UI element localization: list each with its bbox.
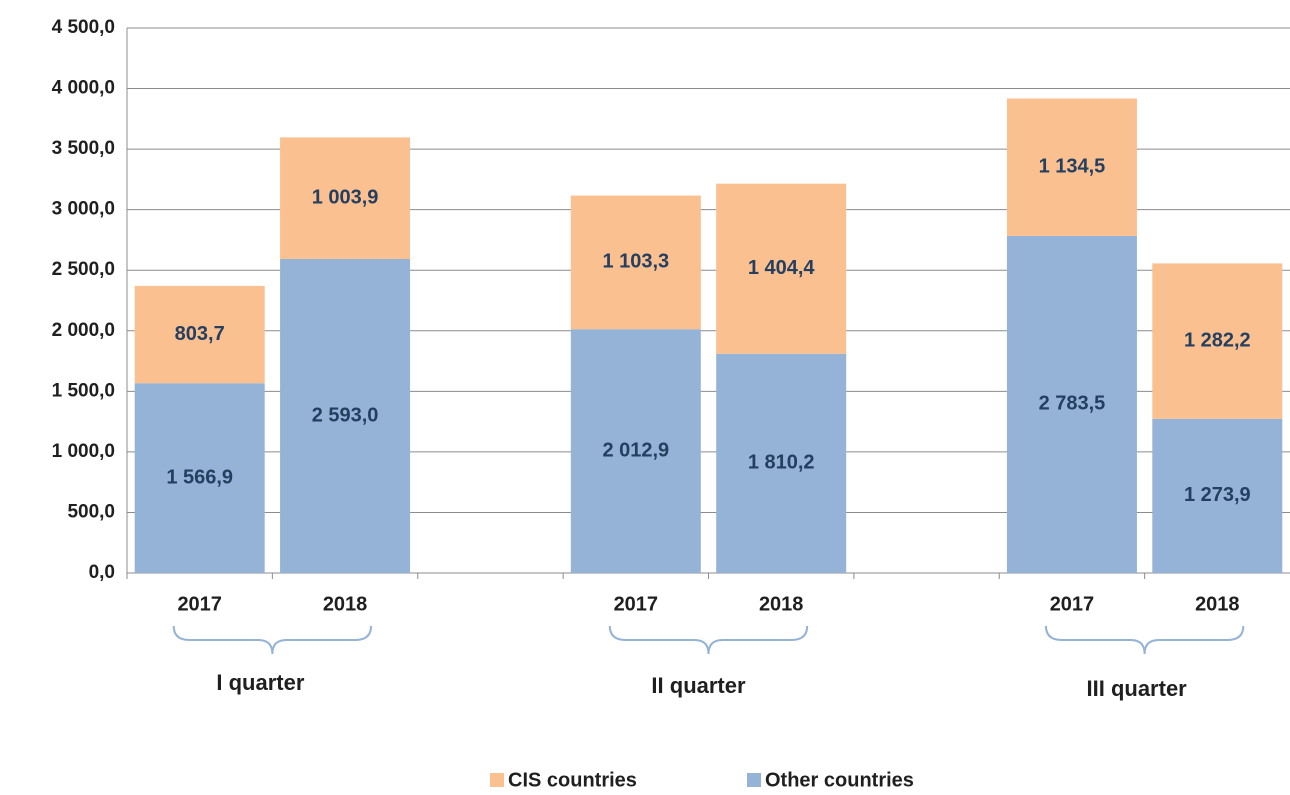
data-label: 1 566,9 bbox=[166, 466, 233, 488]
data-label: 803,7 bbox=[175, 323, 225, 345]
bar-segment bbox=[1006, 98, 1137, 236]
legend-label: Other countries bbox=[765, 769, 914, 791]
data-label: 1 103,3 bbox=[602, 251, 669, 273]
data-label: 2 783,5 bbox=[1039, 393, 1106, 415]
bar-segment bbox=[1006, 235, 1137, 574]
bar-segment bbox=[134, 285, 265, 384]
y-tick-label: 1 000,0 bbox=[52, 441, 115, 462]
y-tick-label: 2 000,0 bbox=[52, 320, 115, 341]
data-label: 2 593,0 bbox=[312, 404, 379, 426]
bar-segment bbox=[1152, 263, 1283, 419]
brace bbox=[608, 625, 809, 655]
data-label: 1 282,2 bbox=[1184, 329, 1251, 351]
bar-segment bbox=[1152, 418, 1283, 573]
data-label: 1 810,2 bbox=[748, 452, 815, 474]
group-label: II quarter bbox=[651, 673, 746, 698]
bar-segment bbox=[570, 329, 701, 573]
x-tick-label: 2017 bbox=[614, 593, 659, 615]
data-label: 1 003,9 bbox=[312, 186, 379, 208]
legend-swatch bbox=[747, 773, 761, 787]
brace bbox=[1044, 625, 1245, 655]
group-label: III quarter bbox=[1087, 676, 1188, 701]
x-tick-label: 2017 bbox=[177, 593, 222, 615]
y-tick-label: 500,0 bbox=[67, 501, 115, 522]
y-tick-label: 0,0 bbox=[89, 562, 115, 583]
legend-label: CIS countries bbox=[508, 769, 637, 791]
legend-swatch bbox=[490, 773, 504, 787]
data-label: 2 012,9 bbox=[602, 439, 669, 461]
brace bbox=[172, 625, 373, 655]
data-label: 1 273,9 bbox=[1184, 484, 1251, 506]
y-tick-label: 3 500,0 bbox=[52, 138, 115, 159]
y-tick-label: 2 500,0 bbox=[52, 259, 115, 280]
bar-segment bbox=[280, 258, 411, 573]
y-tick-label: 1 500,0 bbox=[52, 380, 115, 401]
x-tick-label: 2018 bbox=[759, 593, 804, 615]
bar-segment bbox=[280, 137, 411, 259]
bar-segment bbox=[570, 195, 701, 330]
bar-segment bbox=[716, 353, 847, 573]
x-tick-label: 2018 bbox=[323, 593, 368, 615]
x-tick-label: 2018 bbox=[1195, 593, 1240, 615]
y-tick-label: 4 500,0 bbox=[52, 17, 115, 38]
bar-segment bbox=[716, 183, 847, 354]
group-label: I quarter bbox=[216, 670, 304, 695]
y-tick-label: 3 000,0 bbox=[52, 199, 115, 220]
data-label: 1 404,4 bbox=[748, 257, 816, 279]
bar-segment bbox=[134, 383, 265, 573]
y-tick-label: 4 000,0 bbox=[52, 78, 115, 99]
data-label: 1 134,5 bbox=[1039, 155, 1106, 177]
x-tick-label: 2017 bbox=[1050, 593, 1095, 615]
